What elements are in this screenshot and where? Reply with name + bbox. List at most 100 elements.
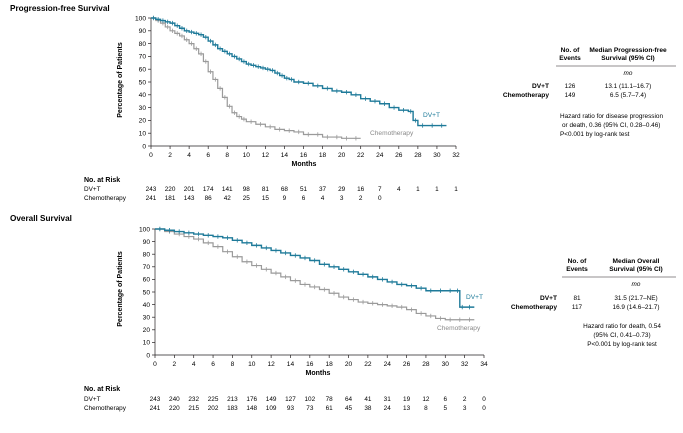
os-risk-label-dvt: DV+T [84, 396, 101, 403]
x-tick-label: 28 [414, 152, 422, 159]
x-tick-label: 0 [153, 361, 157, 368]
risk-count: 181 [165, 195, 176, 202]
risk-count: 141 [222, 186, 233, 193]
pfs-note-2: or death, 0.36 (95% CI, 0.28–0.46) [562, 122, 660, 129]
y-tick-label: 40 [139, 92, 147, 99]
os-note-1: Hazard ratio for death, 0.54 [583, 323, 661, 330]
x-tick-label: 22 [364, 361, 372, 368]
pfs-risk-label-dvt: DV+T [84, 186, 101, 193]
risk-count: 109 [266, 405, 277, 412]
x-tick-label: 10 [248, 361, 256, 368]
risk-count: 174 [203, 186, 214, 193]
risk-count: 3 [463, 405, 467, 412]
risk-count: 68 [281, 186, 289, 193]
risk-count: 2 [359, 195, 363, 202]
os-risk-header: No. at Risk [84, 386, 120, 393]
os-x-axis-title: Months [306, 370, 331, 377]
risk-count: 4 [321, 195, 325, 202]
risk-count: 16 [357, 186, 365, 193]
risk-count: 45 [345, 405, 353, 412]
risk-count: 220 [169, 405, 180, 412]
pfs-chemo-curve-label: Chemotherapy [370, 130, 414, 137]
risk-count: 241 [150, 405, 161, 412]
risk-count: 61 [326, 405, 334, 412]
risk-count: 202 [208, 405, 219, 412]
risk-count: 37 [319, 186, 327, 193]
os-risk-label-chemo: Chemotherapy [84, 405, 127, 412]
y-tick-label: 80 [143, 252, 151, 259]
x-tick-label: 32 [461, 361, 469, 368]
risk-count: 64 [345, 396, 353, 403]
x-tick-label: 20 [338, 152, 346, 159]
risk-count: 201 [184, 186, 195, 193]
risk-count: 241 [146, 195, 157, 202]
pfs-title: Progression-free Survival [10, 4, 110, 13]
risk-count: 176 [246, 396, 257, 403]
risk-count: 127 [285, 396, 296, 403]
os-dvt-curve-label: DV+T [466, 294, 483, 301]
pfs-unit: mo [624, 70, 633, 77]
risk-count: 51 [300, 186, 308, 193]
risk-count: 9 [283, 195, 287, 202]
pfs-risk-header: No. at Risk [84, 177, 120, 184]
risk-count: 2 [463, 396, 467, 403]
risk-count: 1 [435, 186, 439, 193]
os-events-header: No. of Events [566, 258, 588, 273]
pfs-dvt-curve-label: DV+T [423, 112, 440, 119]
x-tick-label: 2 [173, 361, 177, 368]
risk-count: 19 [403, 396, 411, 403]
y-tick-label: 60 [139, 67, 147, 74]
x-tick-label: 32 [452, 152, 460, 159]
risk-count: 25 [243, 195, 251, 202]
os-row-label-dvt: DV+T [540, 295, 557, 302]
risk-count: 215 [188, 405, 199, 412]
risk-count: 1 [416, 186, 420, 193]
risk-count: 73 [306, 405, 314, 412]
risk-count: 7 [378, 186, 382, 193]
x-tick-label: 26 [395, 152, 403, 159]
y-tick-label: 70 [143, 264, 151, 271]
x-tick-label: 6 [206, 152, 210, 159]
x-tick-label: 16 [300, 152, 308, 159]
risk-count: 225 [208, 396, 219, 403]
x-tick-label: 4 [187, 152, 191, 159]
pfs-events-header: No. of Events [559, 47, 581, 62]
y-tick-label: 20 [139, 118, 147, 125]
x-tick-label: 30 [442, 361, 450, 368]
x-tick-label: 2 [168, 152, 172, 159]
os-events-chemo: 117 [572, 304, 583, 311]
y-tick-label: 0 [146, 352, 150, 359]
y-tick-label: 20 [143, 327, 151, 334]
risk-count: 220 [165, 186, 176, 193]
os-median-header: Median Overall Survival (95% CI) [609, 258, 663, 273]
os-row-label-chemo: Chemotherapy [511, 304, 557, 311]
risk-count: 213 [227, 396, 238, 403]
risk-count: 12 [422, 396, 430, 403]
os-unit: mo [632, 281, 641, 288]
risk-count: 6 [444, 396, 448, 403]
os-results-table: No. of Events Median Overall Survival (95%… [511, 258, 676, 348]
x-tick-label: 0 [149, 152, 153, 159]
pfs-row-label-chemo: Chemotherapy [503, 92, 549, 99]
risk-count: 183 [227, 405, 238, 412]
os-note-3: P<0.001 by log-rank test [587, 341, 657, 348]
y-tick-label: 100 [135, 15, 146, 22]
x-tick-label: 30 [433, 152, 441, 159]
os-chemo-curve-label: Chemotherapy [437, 325, 481, 332]
x-tick-label: 18 [326, 361, 334, 368]
risk-count: 8 [424, 405, 428, 412]
y-tick-label: 0 [142, 143, 146, 150]
x-tick-label: 20 [345, 361, 353, 368]
pfs-results-table: No. of Events Median Progression-free Surv… [503, 47, 676, 138]
os-median-chemo: 16.9 (14.6–21.7) [613, 304, 660, 311]
risk-count: 42 [224, 195, 232, 202]
risk-count: 15 [262, 195, 270, 202]
x-tick-label: 16 [306, 361, 314, 368]
x-tick-label: 4 [192, 361, 196, 368]
y-tick-label: 10 [139, 131, 147, 138]
os-curves [155, 226, 475, 322]
risk-count: 3 [340, 195, 344, 202]
